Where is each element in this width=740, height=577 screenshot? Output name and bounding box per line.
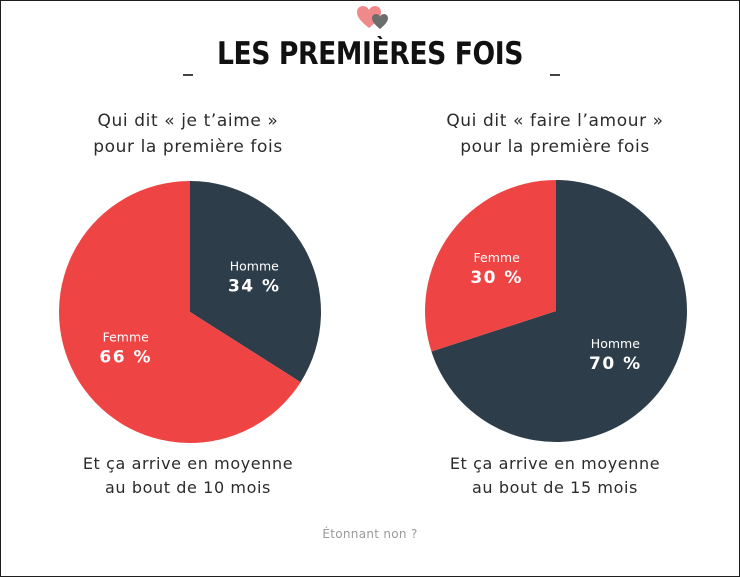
left-note-line-1: Et ça arrive en moyenne bbox=[82, 454, 294, 473]
left-pie-chart: Homme 34 % Femme 66 % bbox=[59, 181, 321, 443]
slice-value-homme: 70 % bbox=[589, 354, 642, 374]
slice-value-femme: 66 % bbox=[99, 347, 152, 367]
right-note-line-1: Et ça arrive en moyenne bbox=[449, 454, 661, 473]
slice-label-femme: Femme bbox=[103, 329, 150, 344]
separator-dash bbox=[550, 74, 560, 76]
right-question-line-1: Qui dit « faire l’amour » bbox=[446, 111, 664, 131]
left-question-line-1: Qui dit « je t’aime » bbox=[97, 111, 279, 131]
left-question-line-2: pour la première fois bbox=[93, 137, 283, 157]
right-pie-chart: Homme 70 % Femme 30 % bbox=[425, 180, 687, 442]
slice-label-homme: Homme bbox=[591, 336, 640, 351]
left-question: Qui dit « je t’aime » pour la première f… bbox=[38, 108, 338, 160]
slice-value-femme: 30 % bbox=[470, 268, 523, 288]
left-note-line-2: au bout de 10 mois bbox=[105, 478, 271, 497]
left-note: Et ça arrive en moyenne au bout de 10 mo… bbox=[38, 452, 338, 500]
pie-slice-femme bbox=[59, 181, 301, 443]
pie-slice-femme bbox=[425, 180, 556, 352]
pie-slice-homme bbox=[190, 181, 321, 383]
right-question-line-2: pour la première fois bbox=[460, 137, 650, 157]
footer-text: Étonnant non ? bbox=[322, 527, 418, 541]
two-hearts-icon bbox=[357, 6, 388, 29]
right-note: Et ça arrive en moyenne au bout de 15 mo… bbox=[405, 452, 705, 500]
right-note-line-2: au bout de 15 mois bbox=[472, 478, 638, 497]
right-question: Qui dit « faire l’amour » pour la premiè… bbox=[405, 108, 705, 160]
pie-slice-homme bbox=[431, 180, 687, 442]
slice-value-homme: 34 % bbox=[228, 277, 281, 297]
slice-label-femme: Femme bbox=[474, 250, 521, 265]
separator-dash bbox=[183, 74, 193, 76]
slice-label-homme: Homme bbox=[230, 259, 279, 274]
page-title: LES PREMIÈRES FOIS bbox=[216, 36, 524, 72]
